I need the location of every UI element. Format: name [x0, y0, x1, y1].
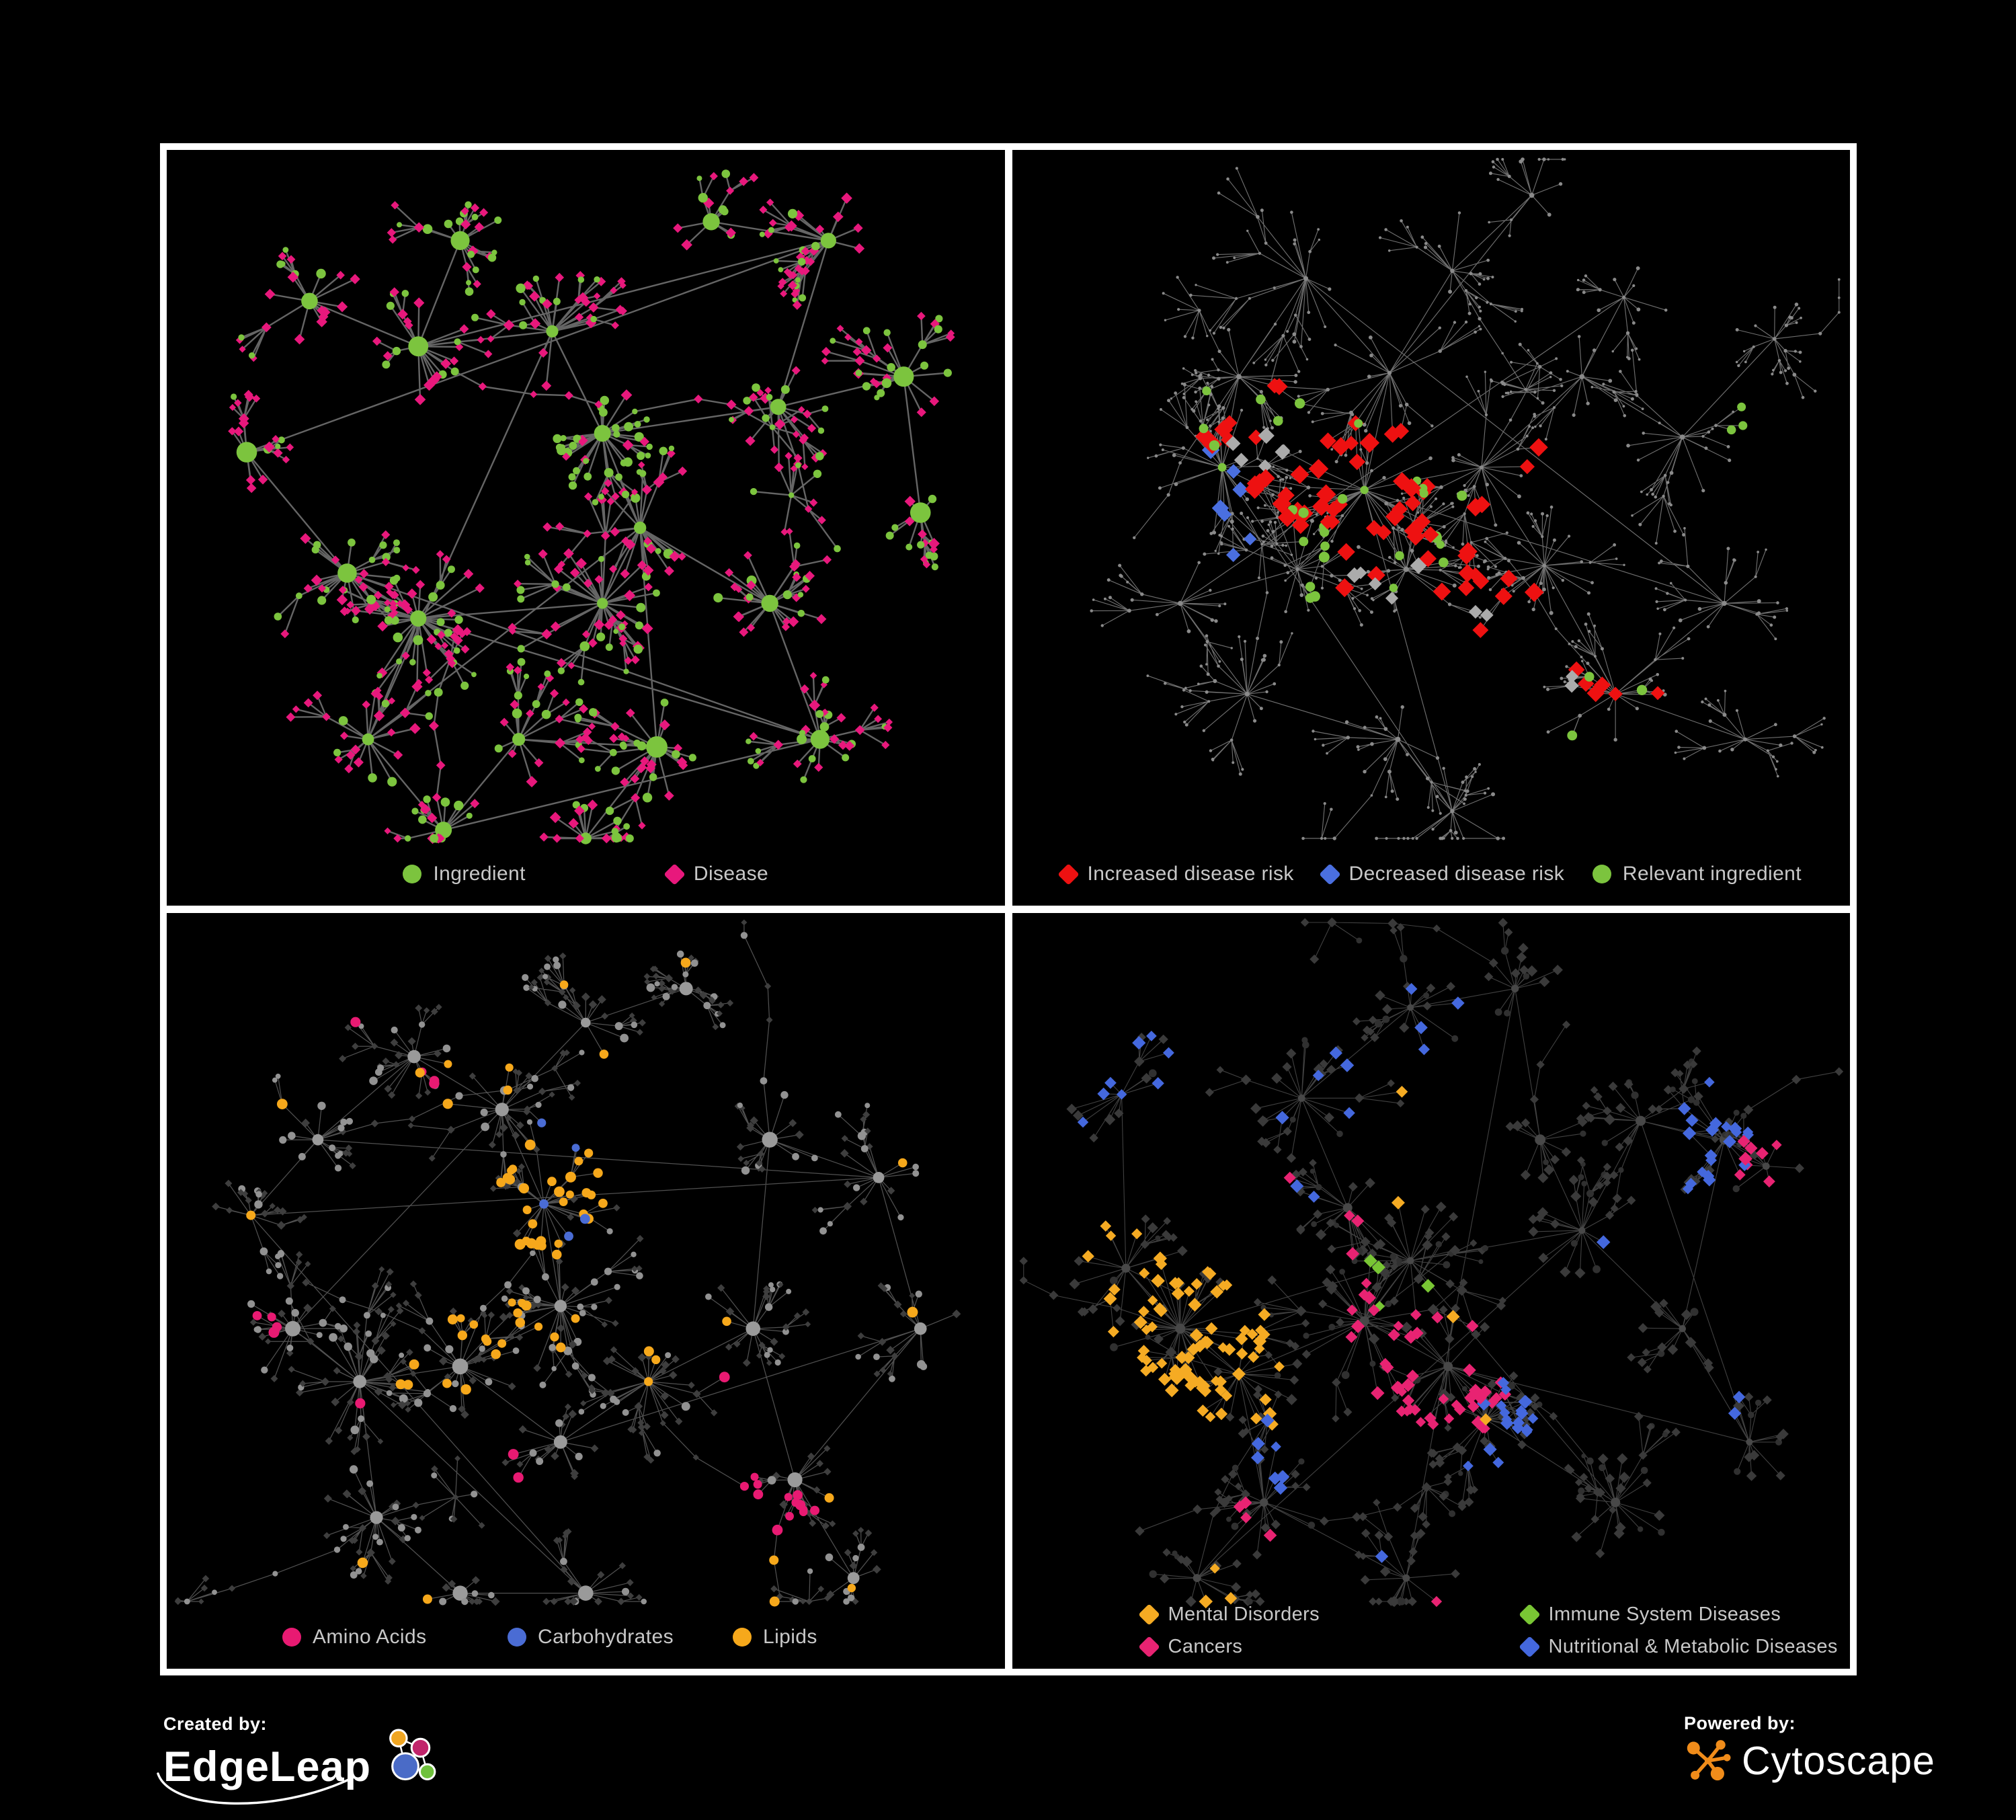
legend-ingredient-disease: Ingredient Disease: [167, 863, 1005, 885]
legend-item: Relevant ingredient: [1592, 863, 1802, 885]
cytoscape-credit: Powered by: Cytoscape: [1684, 1713, 1935, 1786]
legend-item: Mental Disorders: [1137, 1604, 1381, 1626]
cytoscape-logo-icon: [1687, 1740, 1731, 1781]
legend-item: Lipids: [733, 1626, 958, 1649]
network-disease-risk: [1089, 157, 1841, 840]
legend-label: Mental Disorders: [1168, 1604, 1320, 1625]
edgeleap-credit: Created by: EdgeLeap: [157, 1714, 440, 1805]
legend-label: Nutritional & Metabolic Diseases: [1548, 1636, 1838, 1657]
carbohydrates-marker-icon: [508, 1628, 526, 1647]
edgeleap-logo-icon: [389, 1729, 436, 1781]
amino-acids-marker-icon: [282, 1628, 301, 1647]
panel-disease-risk: Increased disease risk Decreased disease…: [1012, 150, 1851, 906]
legend-label: Carbohydrates: [538, 1626, 674, 1648]
legend-disease-classes: Mental Disorders Immune System Diseases …: [1012, 1604, 1851, 1658]
panel-macronutrients: Amino Acids Carbohydrates Lipids: [167, 913, 1005, 1669]
decreased-risk-marker-icon: [1318, 863, 1341, 885]
cancers-marker-icon: [1137, 1636, 1160, 1658]
figure-grid: Ingredient Disease Increased disease ris…: [160, 143, 1857, 1675]
legend-disease-risk: Increased disease risk Decreased disease…: [1012, 863, 1851, 885]
legend-label: Immune System Diseases: [1548, 1604, 1781, 1625]
legend-label: Cancers: [1168, 1636, 1243, 1657]
legend-item: Decreased disease risk: [1318, 863, 1565, 885]
legend-label: Amino Acids: [313, 1626, 427, 1648]
relevant-ingredient-marker-icon: [1592, 865, 1611, 883]
legend-item: Disease: [663, 863, 769, 885]
panel-disease-classes: Mental Disorders Immune System Diseases …: [1012, 913, 1851, 1669]
created-by-label: Created by:: [163, 1714, 268, 1734]
legend-item: Cancers: [1137, 1636, 1381, 1658]
legend-item: Nutritional & Metabolic Diseases: [1518, 1636, 1838, 1658]
legend-label: Disease: [693, 863, 769, 885]
network-ingredient-disease: [228, 169, 955, 844]
increased-risk-marker-icon: [1057, 863, 1080, 885]
legend-item: Ingredient: [403, 863, 525, 885]
disease-marker-icon: [663, 863, 686, 885]
nutritional-metabolic-marker-icon: [1518, 1636, 1541, 1658]
legend-item: Increased disease risk: [1057, 863, 1294, 885]
panel-ingredient-disease: Ingredient Disease: [167, 150, 1005, 906]
ingredient-marker-icon: [403, 865, 422, 883]
powered-by-label: Powered by:: [1684, 1713, 1796, 1733]
lipids-marker-icon: [733, 1628, 752, 1647]
legend-item: Amino Acids: [282, 1626, 508, 1649]
edgeleap-wordmark: EdgeLeap: [163, 1743, 372, 1790]
legend-item: Immune System Diseases: [1518, 1604, 1838, 1626]
legend-label: Lipids: [763, 1626, 817, 1648]
legend-item: Carbohydrates: [508, 1626, 733, 1649]
cytoscape-wordmark: Cytoscape: [1742, 1739, 1935, 1783]
legend-label: Relevant ingredient: [1622, 863, 1802, 885]
mental-disorders-marker-icon: [1137, 1604, 1160, 1626]
legend-label: Ingredient: [433, 863, 526, 885]
immune-diseases-marker-icon: [1518, 1604, 1541, 1626]
legend-macronutrients: Amino Acids Carbohydrates Lipids: [167, 1626, 1005, 1649]
legend-label: Increased disease risk: [1087, 863, 1294, 885]
network-disease-classes: [1018, 917, 1843, 1609]
network-macronutrients: [174, 919, 961, 1607]
legend-label: Decreased disease risk: [1348, 863, 1565, 885]
